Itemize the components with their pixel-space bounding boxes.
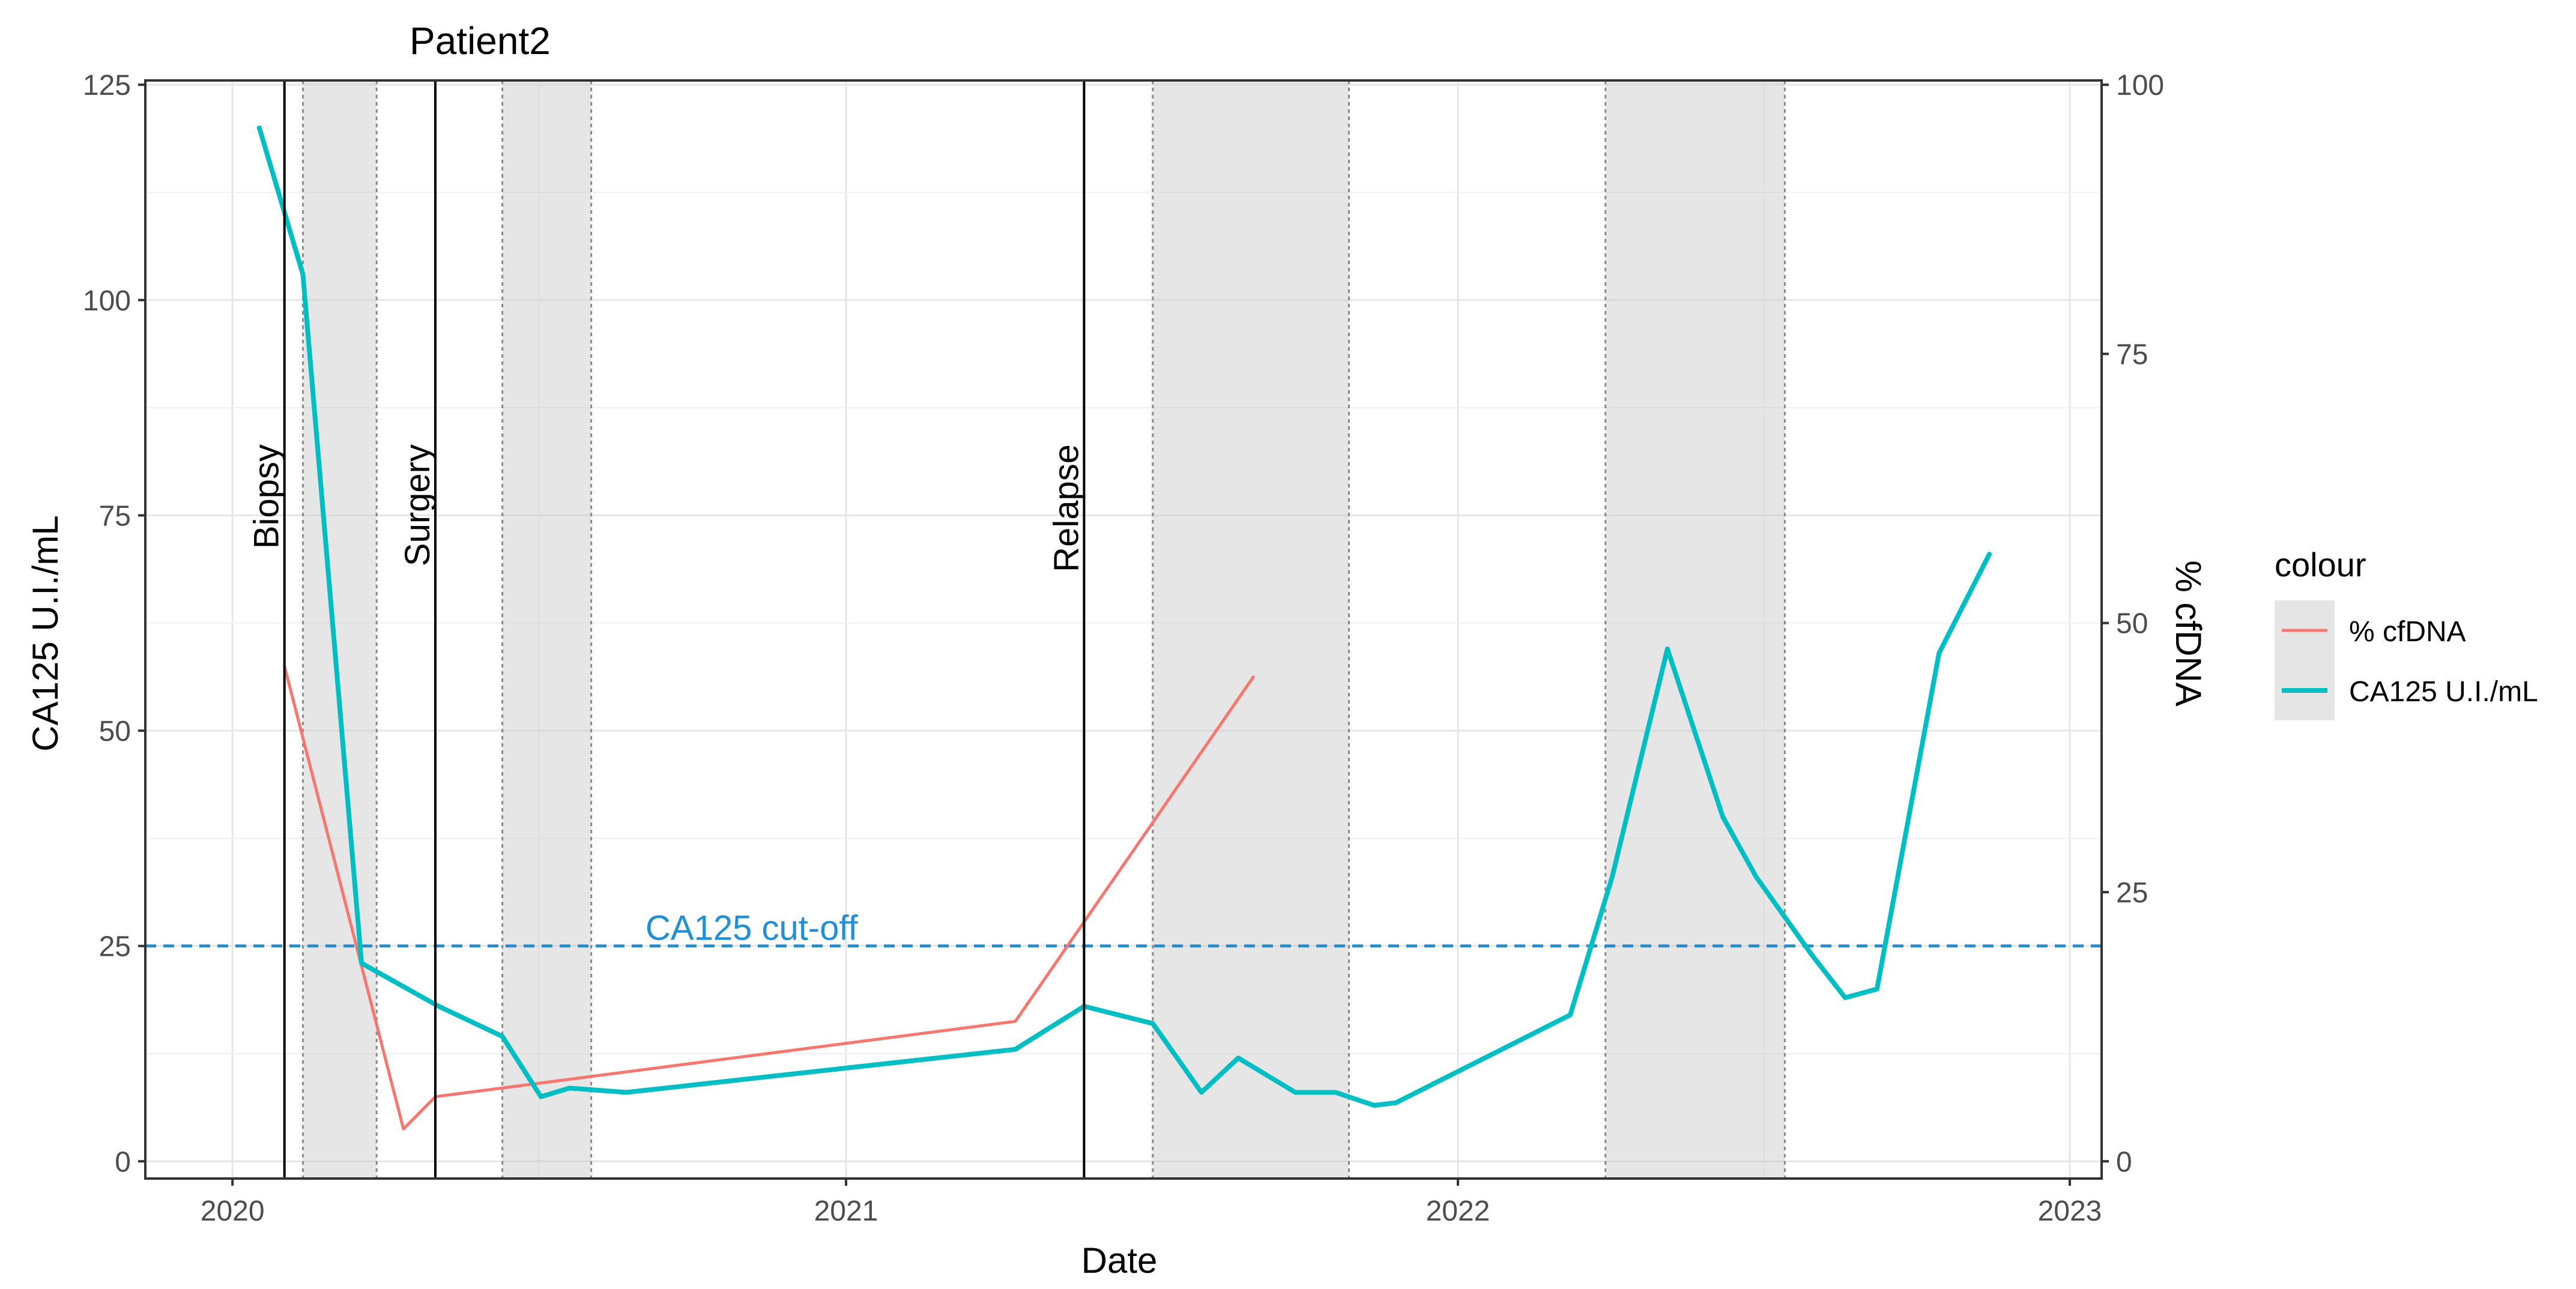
- legend-label-1: CA125 U.I./mL: [2349, 676, 2538, 708]
- y-right-tick-label-1: 25: [2116, 877, 2148, 909]
- legend-label-0: % cfDNA: [2349, 616, 2466, 648]
- legend-entries: % cfDNA CA125 U.I./mL: [2275, 600, 2538, 720]
- y-right-tick-label-4: 100: [2116, 70, 2164, 101]
- y-right-tick-label-2: 50: [2116, 608, 2148, 640]
- series-line-1: [256, 125, 1992, 1108]
- panel-border: [144, 79, 2103, 1180]
- y-left-tick-label-5: 125: [83, 70, 131, 101]
- shaded-period-0: [303, 80, 377, 1179]
- x-tick-label-1: 2021: [814, 1195, 878, 1227]
- x-axis-title: Date: [1081, 1240, 1158, 1281]
- y-left-tick-label-3: 75: [99, 500, 131, 532]
- chart-title: Patient2: [410, 19, 551, 62]
- event-label-2: Relapse: [1047, 444, 1086, 572]
- shaded-period-2: [1152, 80, 1349, 1179]
- event-label-1: Surgery: [398, 444, 437, 566]
- x-tick-label-0: 2020: [201, 1195, 265, 1227]
- legend: colour % cfDNA CA125 U.I./mL: [2275, 546, 2538, 720]
- y-left-tick-label-2: 50: [99, 716, 131, 747]
- axes: 2020 2021 2022 2023 0 25 50 75 100 125 0 25 50 75 100: [83, 70, 2164, 1227]
- treatment-shading: [301, 80, 1786, 1179]
- y-left-tick-label-0: 0: [115, 1146, 131, 1178]
- cutoff-reference: CA125 cut-off: [145, 909, 2102, 948]
- y-right-tick-label-0: 0: [2116, 1146, 2132, 1178]
- y-right-tick-label-3: 75: [2116, 339, 2148, 370]
- y-left-tick-label-1: 25: [99, 931, 131, 963]
- x-tick-label-2: 2022: [1426, 1195, 1490, 1227]
- x-tick-label-3: 2023: [2038, 1195, 2102, 1227]
- legend-title: colour: [2275, 546, 2366, 584]
- event-label-0: Biopsy: [247, 444, 286, 549]
- event-markers: Biopsy Surgery Relapse: [247, 80, 1086, 1179]
- y-axis-title-left: CA125 U.I./mL: [25, 515, 65, 752]
- y-axis-title-right: % cfDNA: [2168, 560, 2209, 706]
- y-left-tick-label-4: 100: [83, 285, 131, 317]
- cutoff-label: CA125 cut-off: [646, 909, 858, 948]
- shaded-period-1: [502, 80, 591, 1179]
- shaded-period-3: [1605, 80, 1785, 1179]
